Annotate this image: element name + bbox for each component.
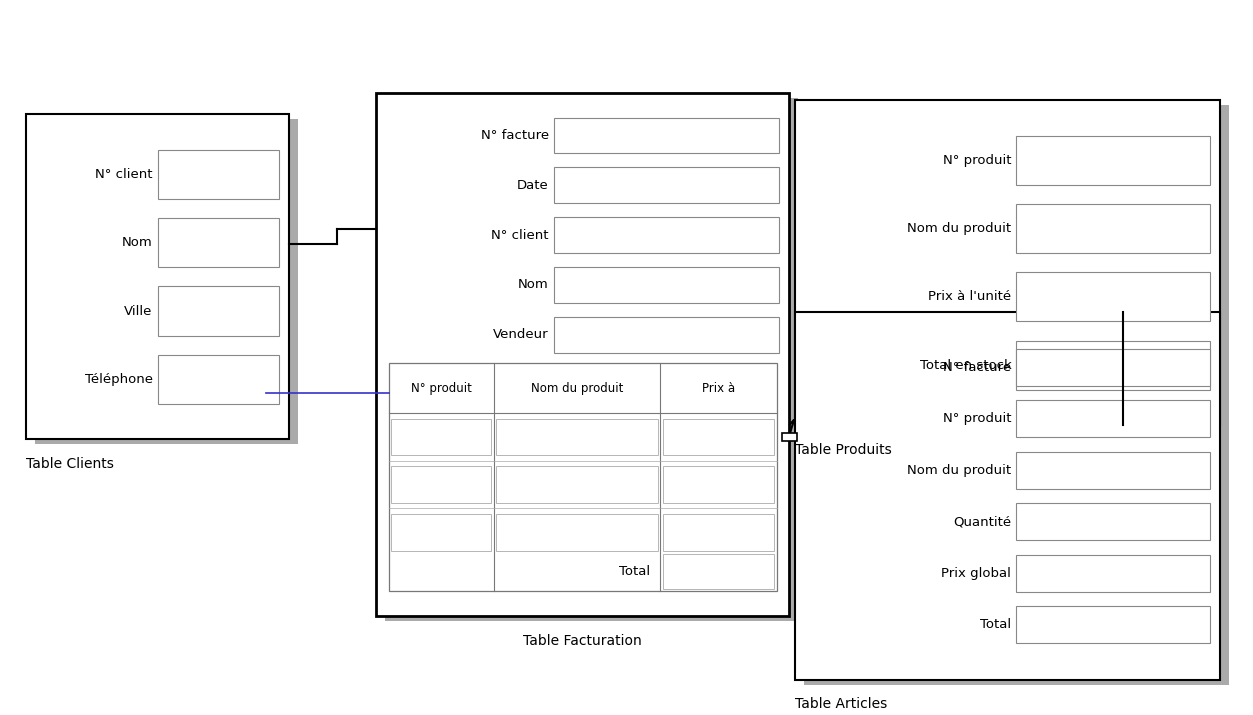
Text: 15,50 $: 15,50 $	[1024, 290, 1075, 303]
Bar	[158, 218, 279, 267]
Text: N° produit: N° produit	[942, 413, 1011, 425]
Bar	[496, 466, 658, 503]
Bar	[1016, 340, 1210, 390]
Text: Williams: Williams	[561, 278, 618, 292]
Text: N° facture: N° facture	[944, 361, 1011, 374]
Text: 15,50 $: 15,50 $	[1024, 566, 1075, 580]
Bar	[663, 514, 774, 551]
Bar	[782, 433, 797, 441]
Text: Nom: Nom	[122, 236, 153, 250]
Text: 15,50 $: 15,50 $	[667, 430, 712, 443]
Bar	[388, 363, 777, 591]
Bar	[385, 98, 798, 621]
Text: 11003: 11003	[1024, 361, 1066, 374]
Bar	[35, 119, 298, 444]
Bar	[804, 105, 1229, 430]
Text: P7: P7	[395, 430, 410, 443]
Bar	[1016, 400, 1210, 438]
Bar	[554, 217, 779, 253]
Bar	[663, 466, 774, 503]
Bar	[804, 317, 1229, 684]
Bar	[1016, 555, 1210, 591]
Text: Lampe: Lampe	[1024, 464, 1069, 477]
Text: Prix à l'unité: Prix à l'unité	[928, 290, 1011, 303]
Text: 485: 485	[561, 229, 586, 242]
Text: Lampe: Lampe	[500, 430, 540, 443]
Text: Bibliothèque: Bibliothèque	[500, 478, 574, 491]
Text: Ville: Ville	[124, 305, 153, 317]
Bar	[1016, 136, 1210, 185]
Text: Alvarez: Alvarez	[561, 328, 610, 341]
Text: 15,50 $: 15,50 $	[1024, 618, 1075, 631]
Text: Table externe: Table externe	[158, 387, 248, 400]
Bar	[663, 554, 774, 588]
Text: 11003: 11003	[561, 129, 604, 142]
Text: 1: 1	[1024, 515, 1032, 528]
Bar	[1016, 272, 1210, 322]
Text: 408-555-3456: 408-555-3456	[165, 373, 259, 386]
Text: Table Produits: Table Produits	[796, 443, 892, 457]
Text: Lampe: Lampe	[1024, 222, 1069, 235]
Bar	[554, 118, 779, 154]
Bar	[391, 419, 491, 455]
Text: P2: P2	[395, 478, 410, 491]
Text: Total: Total	[619, 565, 650, 578]
Text: Williams: Williams	[165, 236, 221, 250]
Text: Nom: Nom	[517, 278, 549, 292]
Text: Table Articles: Table Articles	[796, 697, 887, 711]
Bar	[554, 267, 779, 303]
Bar	[376, 93, 789, 616]
Text: 38,00 $: 38,00 $	[668, 565, 718, 578]
Bar	[663, 419, 774, 455]
Bar	[796, 312, 1220, 680]
Bar	[1016, 606, 1210, 643]
Text: Nom du produit: Nom du produit	[531, 382, 623, 395]
Text: N° client: N° client	[95, 168, 153, 181]
Text: P7: P7	[1024, 413, 1040, 425]
Text: P7: P7	[1024, 154, 1040, 167]
Text: New York: New York	[165, 305, 226, 317]
Text: N° produit: N° produit	[942, 154, 1011, 167]
Bar	[796, 100, 1220, 425]
Bar	[26, 114, 289, 440]
Text: Prix global: Prix global	[941, 566, 1011, 580]
Bar	[1016, 503, 1210, 540]
Bar	[391, 466, 491, 503]
Text: Total en stock: Total en stock	[920, 359, 1011, 372]
Text: Total: Total	[980, 618, 1011, 631]
Text: Date: Date	[517, 179, 549, 192]
Text: Nom du produit: Nom du produit	[907, 222, 1011, 235]
Text: Table Facturation: Table Facturation	[524, 633, 642, 648]
Text: N° client: N° client	[491, 229, 549, 242]
Bar	[554, 167, 779, 203]
Text: N° facture: N° facture	[481, 129, 549, 142]
Bar	[1016, 204, 1210, 253]
Bar	[158, 287, 279, 335]
Text: N° produit: N° produit	[411, 382, 471, 395]
Bar	[554, 317, 779, 352]
Bar	[158, 150, 279, 199]
Bar	[496, 514, 658, 551]
Text: 16-Oct-2019: 16-Oct-2019	[561, 179, 645, 192]
Text: Téléphone: Téléphone	[85, 373, 153, 386]
Bar	[158, 355, 279, 404]
Text: Quantité: Quantité	[954, 515, 1011, 528]
Text: Vendeur: Vendeur	[494, 328, 549, 341]
Bar	[496, 419, 658, 455]
Bar	[391, 514, 491, 551]
Bar	[1016, 349, 1210, 386]
Text: Table Clients: Table Clients	[26, 457, 114, 471]
Text: 485: 485	[165, 168, 190, 181]
Text: 22,50 $: 22,50 $	[667, 478, 712, 491]
Bar	[1016, 452, 1210, 489]
Text: Prix à: Prix à	[702, 382, 736, 395]
Text: Nom du produit: Nom du produit	[907, 464, 1011, 477]
Text: 130: 130	[1024, 359, 1049, 372]
